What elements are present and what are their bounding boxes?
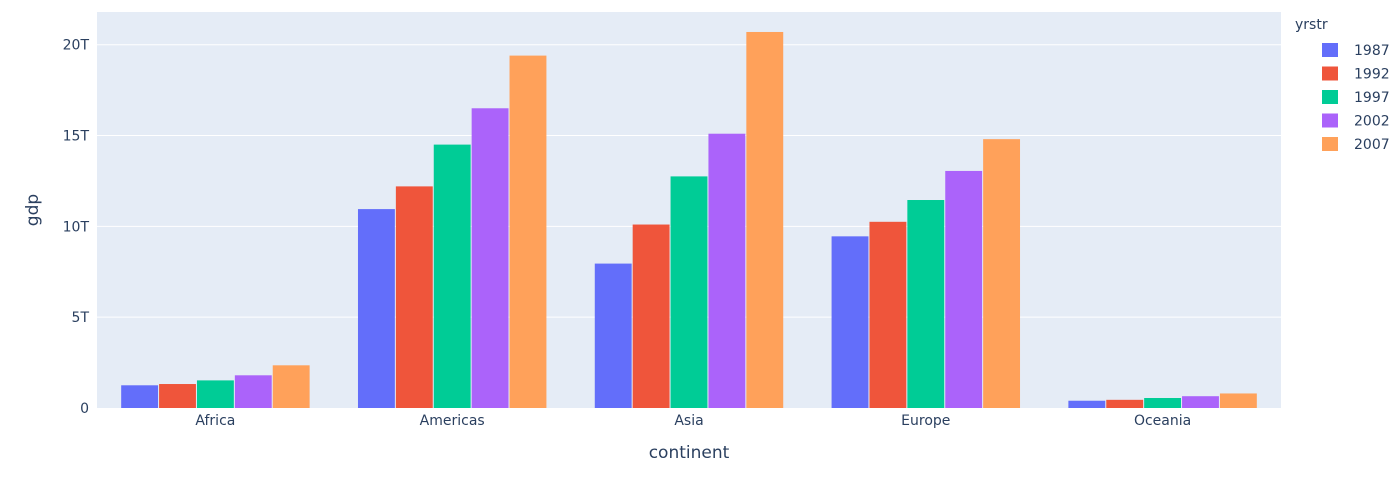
legend-label-2002[interactable]: 2002 (1354, 114, 1390, 130)
legend-label-1987[interactable]: 1987 (1354, 43, 1390, 59)
legend-swatch-2002 (1322, 113, 1338, 128)
y-tick-label: 0 (80, 401, 89, 417)
bar-oceania-1997[interactable] (1144, 398, 1182, 408)
bar-americas-2002[interactable] (471, 108, 509, 408)
bar-africa-2007[interactable] (272, 365, 310, 408)
bar-africa-1992[interactable] (159, 384, 196, 408)
bar-oceania-1987[interactable] (1068, 400, 1106, 408)
x-tick-label: Oceania (1134, 413, 1191, 429)
bars-group (121, 31, 1257, 409)
bar-asia-1987[interactable] (594, 263, 632, 408)
bar-europe-2007[interactable] (983, 139, 1021, 409)
legend-title: yrstr (1295, 17, 1328, 33)
bar-americas-1997[interactable] (433, 144, 471, 408)
legend[interactable]: yrstr 1987 1992 1997 2002 2007 (1295, 17, 1390, 153)
bar-africa-1997[interactable] (196, 380, 234, 408)
bar-asia-2002[interactable] (708, 133, 746, 408)
legend-label-2007[interactable]: 2007 (1354, 137, 1390, 153)
y-axis-title: gdp (23, 194, 43, 226)
x-tick-label: Africa (195, 413, 235, 429)
legend-swatch-2007 (1322, 137, 1338, 151)
bar-europe-2002[interactable] (945, 170, 983, 408)
y-tick-label: 5T (72, 310, 90, 326)
x-axis-title: continent (649, 443, 730, 463)
x-tick-label: Asia (674, 413, 703, 429)
bar-oceania-1992[interactable] (1106, 399, 1144, 408)
bar-americas-2007[interactable] (509, 55, 547, 409)
x-axis-ticks: Africa Americas Asia Europe Oceania (195, 413, 1191, 429)
bar-oceania-2007[interactable] (1219, 393, 1257, 408)
y-tick-label: 15T (63, 129, 90, 145)
legend-label-1997[interactable]: 1997 (1354, 90, 1390, 106)
bar-africa-2002[interactable] (234, 375, 272, 408)
bar-asia-1997[interactable] (670, 176, 708, 408)
bar-americas-1992[interactable] (395, 186, 433, 408)
bar-europe-1992[interactable] (869, 221, 907, 408)
bar-europe-1997[interactable] (907, 200, 945, 408)
bar-asia-2007[interactable] (746, 31, 784, 408)
bar-europe-1987[interactable] (831, 236, 869, 408)
y-tick-label: 10T (63, 219, 90, 235)
legend-swatch-1997 (1322, 90, 1338, 104)
bar-africa-1987[interactable] (121, 385, 159, 408)
bar-americas-1987[interactable] (357, 209, 395, 408)
y-axis-ticks: 0 5T 10T 15T 20T (63, 38, 90, 417)
y-tick-label: 20T (63, 38, 90, 54)
x-tick-label: Europe (901, 413, 950, 429)
legend-swatch-1987 (1322, 43, 1338, 57)
legend-swatch-1992 (1322, 66, 1338, 81)
bar-asia-1992[interactable] (632, 224, 670, 408)
bar-oceania-2002[interactable] (1182, 396, 1219, 408)
legend-label-1992[interactable]: 1992 (1354, 67, 1390, 83)
x-tick-label: Americas (420, 413, 485, 429)
